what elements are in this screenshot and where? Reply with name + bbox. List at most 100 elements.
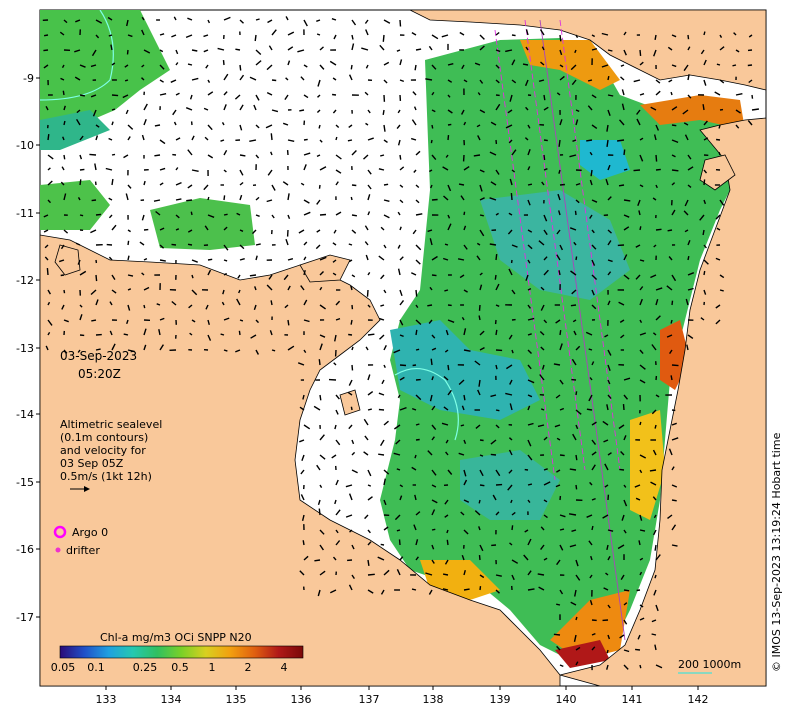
velocity-arrow — [254, 34, 257, 42]
velocity-arrow — [527, 166, 531, 171]
velocity-arrow — [525, 274, 529, 281]
velocity-arrow — [619, 319, 625, 323]
velocity-arrow — [607, 300, 611, 306]
velocity-arrow — [572, 139, 577, 142]
velocity-arrow — [540, 544, 545, 551]
velocity-arrow — [490, 121, 497, 126]
velocity-arrow — [380, 304, 385, 307]
velocity-arrow — [397, 244, 401, 249]
velocity-arrow — [367, 374, 371, 381]
velocity-arrow — [575, 256, 578, 261]
velocity-arrow — [639, 93, 645, 96]
velocity-arrow — [431, 347, 437, 351]
velocity-arrow — [527, 304, 531, 309]
velocity-arrow — [428, 169, 433, 173]
velocity-arrow — [348, 243, 353, 246]
velocity-arrow — [639, 514, 643, 521]
velocity-arrow — [671, 300, 674, 306]
velocity-arrow — [125, 109, 129, 115]
velocity-arrow — [687, 166, 694, 171]
velocity-arrow — [671, 64, 677, 68]
velocity-arrow — [266, 91, 273, 96]
velocity-arrow — [95, 274, 98, 282]
velocity-arrow — [412, 229, 417, 235]
velocity-arrow — [671, 209, 676, 216]
velocity-arrow — [570, 270, 577, 276]
velocity-arrow — [47, 319, 53, 326]
velocity-arrow — [639, 379, 646, 384]
velocity-arrow — [652, 197, 657, 201]
velocity-arrow — [399, 184, 404, 188]
velocity-arrow — [43, 49, 49, 52]
velocity-arrow — [363, 418, 369, 426]
sealevel-contour — [394, 368, 459, 441]
velocity-arrow — [47, 289, 52, 295]
velocity-arrow — [607, 452, 612, 456]
velocity-arrow — [351, 346, 354, 351]
velocity-arrow — [573, 330, 577, 336]
velocity-arrow — [204, 136, 209, 141]
velocity-arrow — [412, 364, 417, 367]
velocity-arrow — [399, 406, 407, 411]
velocity-arrow — [489, 151, 497, 156]
velocity-arrow — [525, 106, 529, 111]
velocity-arrow — [383, 289, 387, 294]
velocity-arrow — [623, 31, 627, 36]
colorbar-ticks: 0.05 0.1 0.25 0.5 1 2 4 — [51, 661, 288, 674]
velocity-arrow — [427, 229, 433, 233]
velocity-arrow — [255, 196, 260, 201]
velocity-arrow — [636, 118, 641, 126]
velocity-arrow — [223, 317, 230, 321]
velocity-arrow — [239, 19, 244, 24]
velocity-arrow — [431, 91, 435, 96]
velocity-arrow — [124, 79, 129, 82]
velocity-arrow — [303, 349, 307, 353]
velocity-arrow — [60, 77, 65, 81]
velocity-arrow — [239, 194, 243, 201]
velocity-arrow — [639, 421, 642, 426]
velocity-arrow — [59, 31, 65, 36]
velocity-arrow — [557, 193, 561, 201]
velocity-arrow — [223, 104, 227, 111]
velocity-arrow — [527, 499, 531, 504]
velocity-arrow — [522, 63, 529, 66]
velocity-arrow — [653, 49, 657, 57]
velocity-arrow — [365, 29, 369, 36]
velocity-arrow — [431, 405, 436, 411]
velocity-arrow — [266, 64, 273, 71]
velocity-arrow — [655, 154, 658, 162]
velocity-arrow — [458, 183, 465, 186]
velocity-arrow — [287, 139, 295, 142]
velocity-arrow — [568, 513, 577, 516]
velocity-arrow — [575, 182, 581, 186]
velocity-arrow — [255, 18, 260, 21]
velocity-arrow — [620, 76, 625, 81]
velocity-arrow — [443, 406, 449, 411]
velocity-arrow — [173, 121, 177, 126]
velocity-arrow — [541, 364, 545, 370]
velocity-arrow — [124, 64, 129, 68]
velocity-arrow — [367, 559, 370, 567]
velocity-arrow — [748, 79, 753, 84]
velocity-arrow — [556, 229, 561, 235]
velocity-arrow — [270, 300, 273, 306]
velocity-arrow — [92, 109, 97, 117]
velocity-arrow — [623, 649, 630, 653]
velocity-arrow — [474, 510, 481, 516]
velocity-arrow — [159, 227, 165, 231]
velocity-arrow — [575, 574, 581, 581]
velocity-arrow — [415, 348, 420, 351]
velocity-arrow — [527, 124, 531, 129]
velocity-arrow — [334, 499, 337, 505]
velocity-arrow — [91, 319, 97, 322]
velocity-arrow — [601, 32, 609, 36]
velocity-arrow — [367, 333, 375, 336]
velocity-arrow — [351, 214, 358, 217]
velocity-arrow — [414, 454, 417, 459]
velocity-arrow — [527, 287, 532, 291]
velocity-arrow — [191, 289, 198, 296]
velocity-arrow — [543, 514, 548, 519]
velocity-arrow — [415, 329, 418, 336]
velocity-arrow — [606, 404, 609, 411]
velocity-arrow — [207, 91, 214, 96]
